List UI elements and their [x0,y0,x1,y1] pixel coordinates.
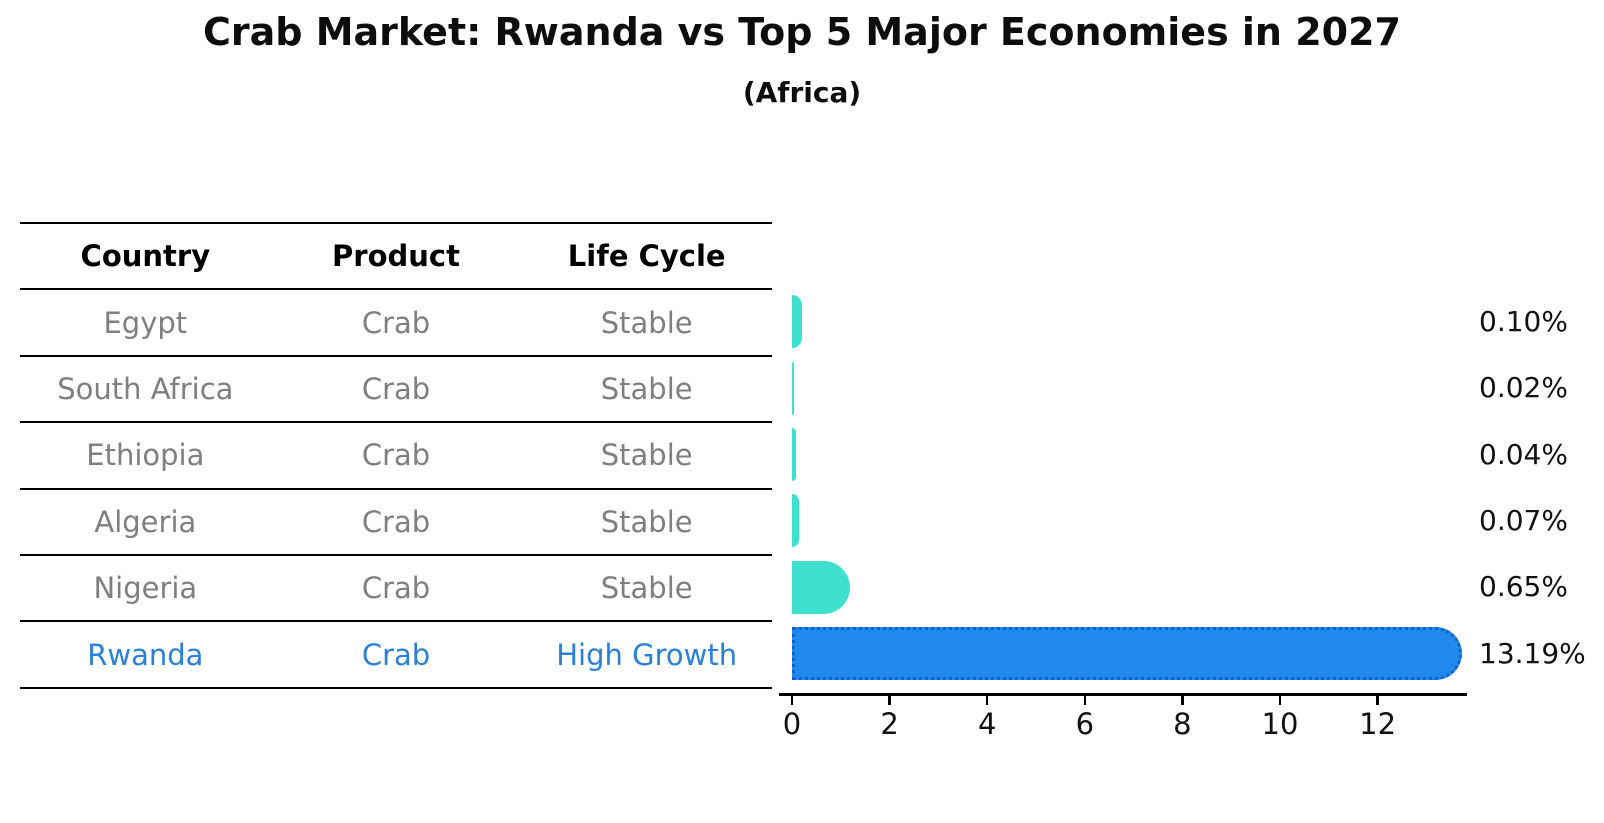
x-tick [1278,696,1282,705]
cell-country: Rwanda [87,637,204,672]
x-tick-label: 10 [1261,707,1299,741]
cell-product: Crab [361,504,431,539]
cell-product: Crab [361,371,431,406]
x-tick-label: 2 [880,707,899,741]
table-row-rwanda: Rwanda Crab High Growth [20,620,772,689]
value-label-ethiopia: 0.04% [1479,437,1568,471]
bar-nigeria [792,560,851,614]
value-label-egypt: 0.10% [1479,304,1568,338]
cell-life-cycle: Stable [600,504,693,539]
column-header-life-cycle: Life Cycle [567,239,726,274]
x-tick [1181,696,1184,705]
x-tick [888,696,891,705]
cell-country: Algeria [94,504,197,539]
cell-life-cycle: Stable [600,438,693,473]
bar-ethiopia [792,428,796,481]
x-axis-line [779,693,1467,696]
bar-south-africa [792,361,794,415]
table-row-south-africa: South Africa Crab Stable [20,354,772,421]
chart-title: Crab Market: Rwanda vs Top 5 Major Econo… [203,10,1401,54]
x-tick [985,696,989,705]
cell-life-cycle: Stable [600,571,693,606]
column-header-product: Product [332,239,460,274]
x-tick-label: 0 [782,707,802,741]
cell-product: Crab [361,305,431,340]
cell-life-cycle: Stable [600,371,693,406]
x-tick-label: 8 [1173,707,1192,741]
x-tick-label: 12 [1359,707,1397,741]
table-row-egypt: Egypt Crab Stable [20,288,772,354]
table-body: Egypt Crab Stable South Africa Crab Stable Eth… [20,288,772,689]
value-label-south-africa: 0.02% [1479,370,1568,404]
cell-country: Nigeria [93,571,198,606]
x-tick [790,696,794,705]
cell-country: South Africa [57,371,234,406]
table-row-ethiopia: Ethiopia Crab Stable [20,421,772,487]
x-tick [1376,696,1379,705]
comparison-table: Country Product Life Cycle Egypt Crab Stab… [20,222,772,689]
cell-life-cycle: High Growth [556,637,738,672]
x-tick-label: 4 [977,707,997,741]
table-row-algeria: Algeria Crab Stable [20,487,772,554]
cell-product: Crab [361,637,431,672]
cell-life-cycle: Stable [600,305,693,340]
chart-subtitle: (Africa) [742,76,862,109]
value-label-rwanda: 13.19% [1479,636,1586,670]
bar-egypt [792,295,802,349]
value-label-algeria: 0.07% [1479,503,1568,537]
cell-country: Egypt [103,305,188,340]
bar-rwanda [792,627,1463,681]
value-label-nigeria: 0.65% [1479,570,1568,604]
cell-product: Crab [361,438,431,473]
table-header-row: Country Product Life Cycle [20,222,772,288]
cell-country: Ethiopia [86,438,205,473]
bar-algeria [792,494,799,548]
column-header-country: Country [80,239,211,274]
x-tick-label: 6 [1075,707,1095,741]
x-tick [1083,696,1087,705]
cell-product: Crab [361,571,431,606]
table-row-nigeria: Nigeria Crab Stable [20,553,772,620]
